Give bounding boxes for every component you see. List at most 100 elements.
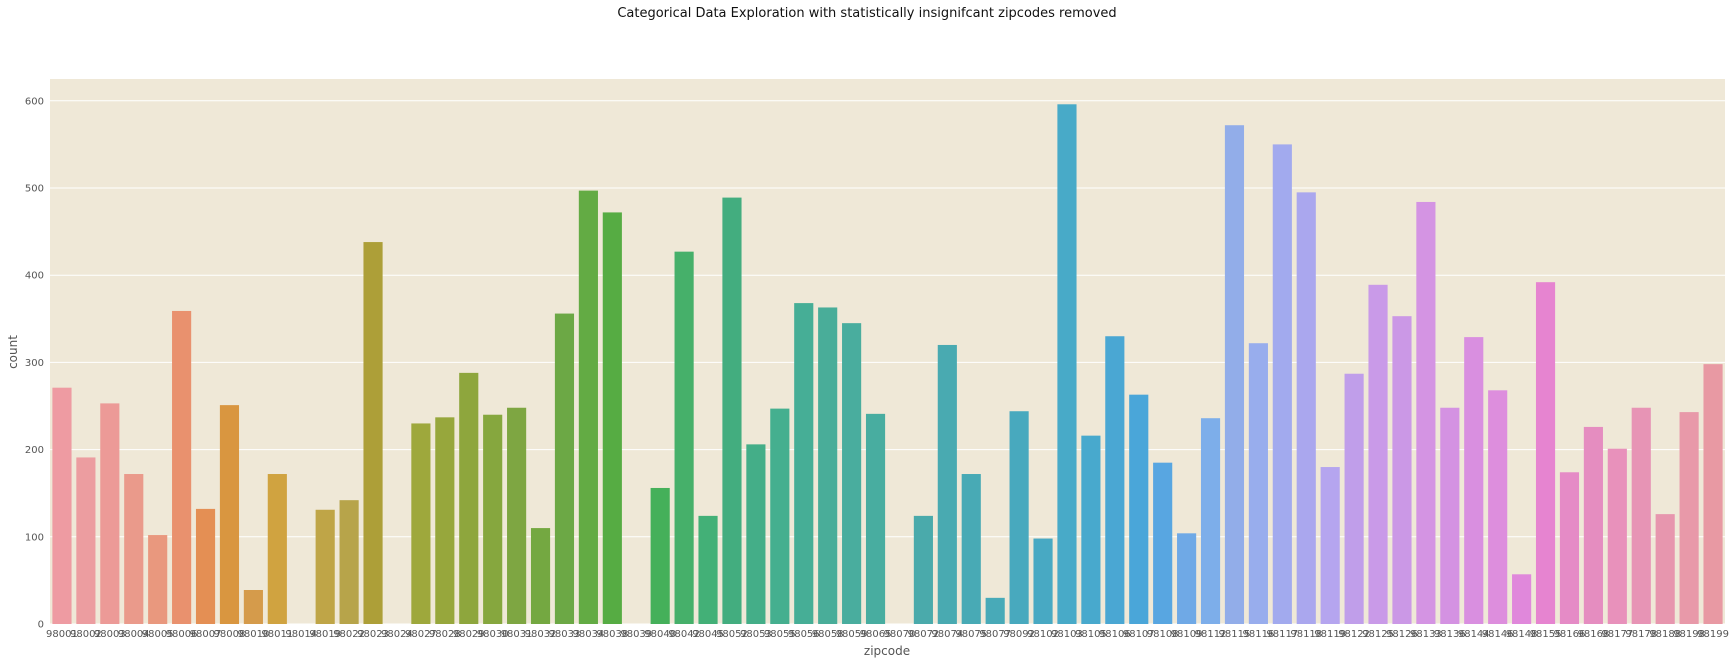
x-tick-label: 98106 [1099, 629, 1131, 640]
bar-98155 [1535, 282, 1556, 624]
x-tick-label: 98014 [285, 629, 317, 640]
x-tick-label: 98005 [142, 629, 174, 640]
x-tick-label: 98155 [1530, 629, 1562, 640]
bar-98072 [913, 515, 933, 624]
bar-98108 [1153, 462, 1173, 624]
bar-98198 [1679, 412, 1699, 624]
x-tick-label: 98059 [836, 629, 868, 640]
y-axis-ticks: 0 100 200 300 400 500 600 [25, 96, 44, 630]
x-tick-label: 98052 [716, 629, 748, 640]
x-tick-label: 98040 [644, 629, 676, 640]
bar-98126 [1392, 316, 1412, 624]
x-tick-label: 98146 [1482, 629, 1514, 640]
x-tick-label: 98028 [429, 629, 461, 640]
bar-98042 [674, 251, 694, 624]
bar-98168 [1583, 426, 1603, 624]
x-axis-label: zipcode [864, 644, 910, 658]
x-tick-label: 98008 [214, 629, 246, 640]
x-tick-label: 98065 [860, 629, 892, 640]
bar-98022 [339, 500, 359, 624]
bar-98122 [1344, 373, 1364, 624]
bar-98177 [1607, 448, 1627, 624]
bar-98107 [1129, 394, 1149, 624]
x-tick-label: 98058 [812, 629, 844, 640]
bar-98106 [1105, 336, 1125, 624]
bar-98027 [411, 423, 431, 624]
bar-98146 [1488, 390, 1508, 624]
bar-98004 [124, 474, 144, 624]
x-tick-label: 98075 [955, 629, 987, 640]
bar-98005 [148, 535, 168, 624]
bar-98059 [842, 323, 862, 624]
x-tick-label: 98055 [764, 629, 796, 640]
x-tick-label: 98032 [525, 629, 557, 640]
x-tick-label: 98108 [1147, 629, 1179, 640]
x-tick-label: 98074 [931, 629, 963, 640]
x-tick-label: 98002 [70, 629, 102, 640]
bar-98092 [1009, 411, 1029, 624]
bar-98029 [459, 372, 479, 624]
bar-98077 [985, 597, 1005, 624]
bar-98109 [1177, 533, 1197, 624]
x-tick-label: 98077 [979, 629, 1011, 640]
x-tick-label: 98133 [1410, 629, 1442, 640]
y-tick-label: 300 [25, 358, 44, 369]
bar-98034 [578, 190, 598, 624]
bar-98007 [195, 508, 216, 624]
y-tick-label: 200 [25, 445, 44, 456]
bar-98028 [435, 417, 455, 624]
x-tick-label: 98119 [1314, 629, 1346, 640]
bar-98006 [172, 310, 192, 624]
bar-98166 [1559, 472, 1580, 624]
bar-98056 [794, 303, 814, 624]
bar-98040 [650, 487, 670, 624]
bar-98053 [746, 444, 766, 624]
x-tick-label: 98019 [309, 629, 341, 640]
bar-98103 [1057, 104, 1077, 624]
bar-98055 [770, 408, 790, 624]
x-tick-label: 98045 [692, 629, 724, 640]
bar-98065 [865, 413, 886, 624]
y-tick-label: 600 [25, 96, 44, 107]
x-tick-label: 98103 [1051, 629, 1083, 640]
bar-98010 [243, 589, 263, 624]
x-tick-label: 98033 [549, 629, 581, 640]
bar-98032 [530, 528, 551, 624]
x-tick-label: 98116 [1242, 629, 1274, 640]
x-tick-label: 98178 [1625, 629, 1657, 640]
x-tick-label: 98010 [237, 629, 269, 640]
bar-98038 [602, 212, 622, 624]
x-tick-label: 98177 [1601, 629, 1633, 640]
bar-98019 [315, 509, 335, 624]
bar-98033 [554, 313, 575, 624]
bar-98188 [1655, 514, 1675, 624]
x-tick-label: 98024 [381, 629, 413, 640]
x-tick-label: 98006 [166, 629, 198, 640]
y-tick-label: 500 [25, 184, 44, 195]
bar-98058 [818, 307, 838, 624]
x-tick-label: 98148 [1506, 629, 1538, 640]
x-tick-label: 98003 [94, 629, 126, 640]
bar-98031 [507, 407, 527, 624]
x-tick-label: 98199 [1697, 629, 1729, 640]
y-tick-label: 100 [25, 532, 44, 543]
bar-98002 [76, 457, 96, 624]
bar-98075 [961, 474, 981, 624]
bar-98125 [1368, 284, 1388, 624]
x-tick-label: 98188 [1649, 629, 1681, 640]
x-tick-label: 98109 [1171, 629, 1203, 640]
x-tick-label: 98125 [1362, 629, 1394, 640]
y-axis-label: count [6, 335, 20, 369]
x-tick-label: 98112 [1195, 629, 1227, 640]
bar-98116 [1248, 343, 1268, 624]
bar-98074 [937, 344, 957, 624]
x-tick-label: 98027 [405, 629, 437, 640]
x-tick-label: 98042 [668, 629, 700, 640]
x-tick-label: 98105 [1075, 629, 1107, 640]
x-tick-label: 98034 [572, 629, 604, 640]
x-tick-label: 98022 [333, 629, 365, 640]
bars [52, 104, 1723, 625]
bar-98011 [267, 474, 287, 624]
bar-98008 [219, 405, 240, 624]
